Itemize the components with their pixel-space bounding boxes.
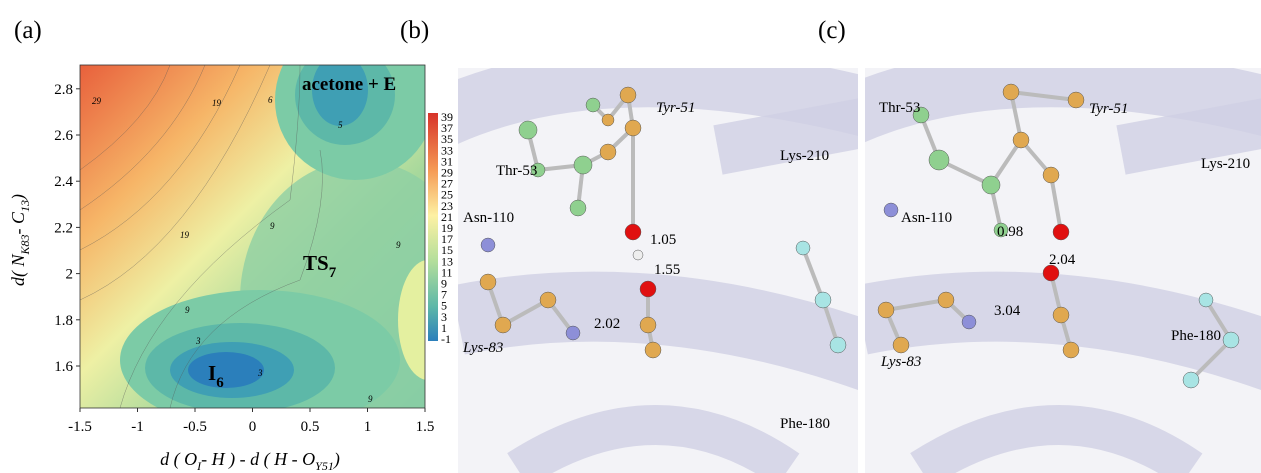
atom	[519, 121, 537, 139]
atom	[1053, 224, 1069, 240]
residue-label: Tyr-51	[656, 100, 695, 116]
x-axis-label: d ( OI- H ) - d ( H - OY51)	[160, 449, 340, 473]
distance-label: 1.05	[650, 232, 676, 248]
atom	[640, 317, 656, 333]
y-tick-label: 1.6	[54, 359, 73, 375]
contour-label: 19	[180, 230, 190, 240]
atom	[645, 342, 661, 358]
atom	[962, 315, 976, 329]
atom	[1003, 84, 1019, 100]
atom	[1043, 167, 1059, 183]
y-tick-label: 2.2	[54, 220, 73, 236]
residue-label: Lys-83	[462, 340, 503, 356]
x-tick-label: -0.5	[183, 419, 207, 435]
contour-label: 9	[270, 221, 275, 231]
contour-label: 29	[92, 96, 102, 106]
residue-label: Lys-210	[780, 148, 829, 164]
distance-label: 2.02	[594, 316, 620, 332]
distance-label: 1.55	[654, 262, 680, 278]
atom	[1068, 92, 1084, 108]
distance-label: 3.04	[994, 303, 1021, 319]
residue-label: Thr-53	[879, 100, 920, 116]
residue-label: Lys-83	[880, 354, 921, 370]
atom	[566, 326, 580, 340]
atom	[929, 150, 949, 170]
atom	[640, 281, 656, 297]
residue-label: Tyr-51	[1089, 101, 1128, 117]
atom	[540, 292, 556, 308]
ribbon	[718, 120, 878, 150]
residue-label: Phe-180	[1171, 328, 1221, 344]
structure-view: Tyr-51 Thr-53 Lys-210 Asn-110 Lys-83 Phe-180 1…	[438, 68, 878, 473]
panel-label: (a)	[14, 17, 42, 44]
atom	[796, 241, 810, 255]
atom	[625, 224, 641, 240]
contour-label: 3	[257, 368, 263, 378]
x-tick-label: 1	[364, 419, 372, 435]
atom	[620, 87, 636, 103]
colorbar-label: -1	[441, 332, 451, 346]
atom	[574, 156, 592, 174]
atom	[600, 144, 616, 160]
residue-label: Phe-180	[780, 416, 830, 432]
atom	[938, 292, 954, 308]
residue-label: Asn-110	[463, 210, 514, 226]
atom	[830, 337, 846, 353]
annotation: acetone + E	[302, 74, 396, 95]
contour-map	[80, 20, 480, 440]
atom	[1199, 293, 1213, 307]
ribbon	[1121, 120, 1261, 150]
atom	[815, 292, 831, 308]
y-tick-label: 2	[66, 267, 74, 283]
atom	[570, 200, 586, 216]
atom	[480, 274, 496, 290]
atom	[1063, 342, 1079, 358]
contour-label: 9	[368, 394, 373, 404]
atom	[893, 337, 909, 353]
atom	[602, 114, 614, 126]
contour-label: 19	[212, 98, 222, 108]
residue-label: Asn-110	[901, 210, 952, 226]
atom	[982, 176, 1000, 194]
residue-label: Thr-53	[496, 163, 537, 179]
atom	[495, 317, 511, 333]
panel-label: (c)	[818, 17, 846, 44]
residue-label: Lys-210	[1201, 156, 1250, 172]
atom	[1223, 332, 1239, 348]
contour-label: 9	[185, 305, 190, 315]
y-tick-label: 1.8	[54, 313, 73, 329]
atom	[878, 302, 894, 318]
contour-label: 3	[195, 336, 201, 346]
contour-label: 5	[338, 120, 343, 130]
atom	[884, 203, 898, 217]
atom	[625, 120, 641, 136]
x-tick-label: 0.5	[301, 419, 320, 435]
distance-label: 2.04	[1049, 252, 1076, 268]
x-tick-label: 0	[249, 419, 257, 435]
atom	[1053, 307, 1069, 323]
structure-view: Thr-53 Tyr-51 Lys-210 Asn-110 Phe-180 Lys-83 0…	[841, 68, 1261, 473]
contour-label: 9	[396, 240, 401, 250]
atom	[633, 250, 643, 260]
y-tick-label: 2.4	[54, 174, 73, 190]
y-tick-label: 2.8	[54, 82, 73, 98]
atom	[1013, 132, 1029, 148]
atom	[481, 238, 495, 252]
contour-label: 6	[268, 95, 273, 105]
x-tick-label: 1.5	[416, 419, 435, 435]
colorbar	[428, 113, 438, 341]
x-tick-label: -1	[131, 419, 144, 435]
x-tick-label: -1.5	[68, 419, 92, 435]
panel-label: (b)	[400, 17, 429, 44]
distance-label: 0.98	[997, 224, 1023, 240]
y-axis-label: d( NK83- C13)	[8, 194, 32, 286]
atom	[1183, 372, 1199, 388]
y-tick-label: 2.6	[54, 128, 73, 144]
figure: (a) -1.5 -1 -0.5 0 0.5 1 1.5 1.6 1.8 2 2.2 2.4 2.6 2.…	[0, 0, 1261, 473]
atom	[586, 98, 600, 112]
